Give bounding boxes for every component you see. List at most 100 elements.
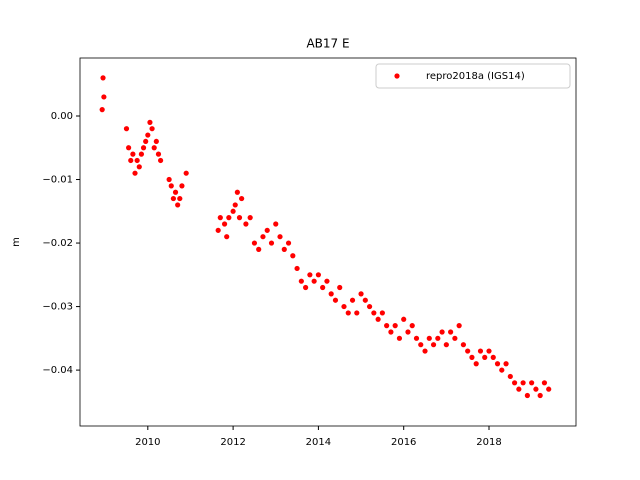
data-point xyxy=(179,183,185,189)
data-point xyxy=(345,310,351,316)
data-point xyxy=(264,227,270,233)
data-point xyxy=(145,132,151,138)
data-point xyxy=(511,380,518,386)
data-point xyxy=(100,75,106,81)
data-point xyxy=(507,373,513,380)
data-point xyxy=(537,392,543,399)
data-point xyxy=(166,176,172,183)
x-tick-label: 2016 xyxy=(391,437,416,448)
data-point xyxy=(426,335,432,341)
data-point xyxy=(128,157,134,164)
data-point xyxy=(99,107,105,113)
data-point xyxy=(320,284,326,291)
legend-marker xyxy=(394,73,400,79)
x-tick-label: 2010 xyxy=(135,437,160,448)
data-point xyxy=(251,240,258,246)
data-point xyxy=(243,221,249,227)
data-point xyxy=(328,291,334,297)
data-point xyxy=(409,323,415,329)
data-point xyxy=(520,380,526,386)
data-point xyxy=(170,195,176,202)
data-point xyxy=(303,284,309,291)
data-point xyxy=(247,215,253,221)
data-point xyxy=(224,234,230,240)
data-point xyxy=(494,361,501,367)
data-point xyxy=(418,342,424,348)
data-point xyxy=(456,323,462,329)
data-point xyxy=(281,246,287,253)
data-point xyxy=(175,202,181,208)
data-point xyxy=(215,227,221,233)
data-point xyxy=(130,151,136,157)
data-point xyxy=(149,126,155,132)
y-tick-label: −0.03 xyxy=(42,302,73,313)
data-point xyxy=(430,342,437,348)
data-point xyxy=(277,234,283,240)
data-point xyxy=(217,215,223,221)
x-tick-label: 2018 xyxy=(476,437,501,448)
data-point xyxy=(413,335,420,341)
data-point xyxy=(460,342,467,348)
data-point xyxy=(366,303,373,310)
data-point xyxy=(375,316,381,322)
data-point xyxy=(349,297,356,303)
data-point xyxy=(546,386,552,392)
data-point xyxy=(268,240,275,246)
data-point xyxy=(358,291,364,297)
data-point xyxy=(158,157,164,164)
y-tick-label: −0.01 xyxy=(42,175,73,186)
data-point xyxy=(396,335,403,341)
data-point xyxy=(236,215,243,221)
data-point xyxy=(337,284,343,291)
data-point xyxy=(101,94,107,100)
data-point xyxy=(379,310,385,316)
legend-label: repro2018a (IGS14) xyxy=(426,71,525,82)
data-point xyxy=(290,253,296,259)
data-point xyxy=(443,342,449,348)
data-point xyxy=(285,240,292,246)
data-point xyxy=(482,354,488,360)
data-point xyxy=(177,195,183,202)
y-tick-label: −0.02 xyxy=(42,238,73,249)
data-point xyxy=(490,354,496,360)
data-point xyxy=(499,367,505,373)
data-point xyxy=(422,348,428,354)
data-point xyxy=(384,323,390,329)
data-point xyxy=(151,145,157,151)
data-point xyxy=(132,170,138,176)
data-point xyxy=(126,145,132,151)
data-point xyxy=(134,157,140,164)
data-point xyxy=(371,310,377,316)
data-point xyxy=(256,246,262,253)
data-point xyxy=(392,323,398,329)
data-point xyxy=(516,386,522,392)
data-point xyxy=(324,278,330,284)
data-point xyxy=(439,329,445,335)
data-point xyxy=(136,164,142,170)
data-point xyxy=(541,380,548,386)
data-point xyxy=(123,126,130,132)
data-point xyxy=(362,297,368,303)
x-tick-label: 2014 xyxy=(306,437,331,448)
data-point xyxy=(524,392,530,399)
data-point xyxy=(448,329,454,335)
data-point xyxy=(221,221,228,227)
data-point xyxy=(143,138,149,145)
data-point xyxy=(405,329,411,335)
data-point xyxy=(477,348,484,354)
data-point xyxy=(298,278,304,284)
data-point xyxy=(230,208,236,214)
data-point xyxy=(307,272,313,278)
data-point xyxy=(294,265,300,272)
data-point xyxy=(473,361,479,367)
data-point xyxy=(155,151,162,157)
data-point xyxy=(239,195,245,202)
data-point xyxy=(452,335,458,341)
data-point xyxy=(138,151,145,157)
data-point xyxy=(435,335,441,341)
data-point xyxy=(486,348,492,354)
data-point xyxy=(183,170,189,176)
data-point xyxy=(311,278,317,284)
